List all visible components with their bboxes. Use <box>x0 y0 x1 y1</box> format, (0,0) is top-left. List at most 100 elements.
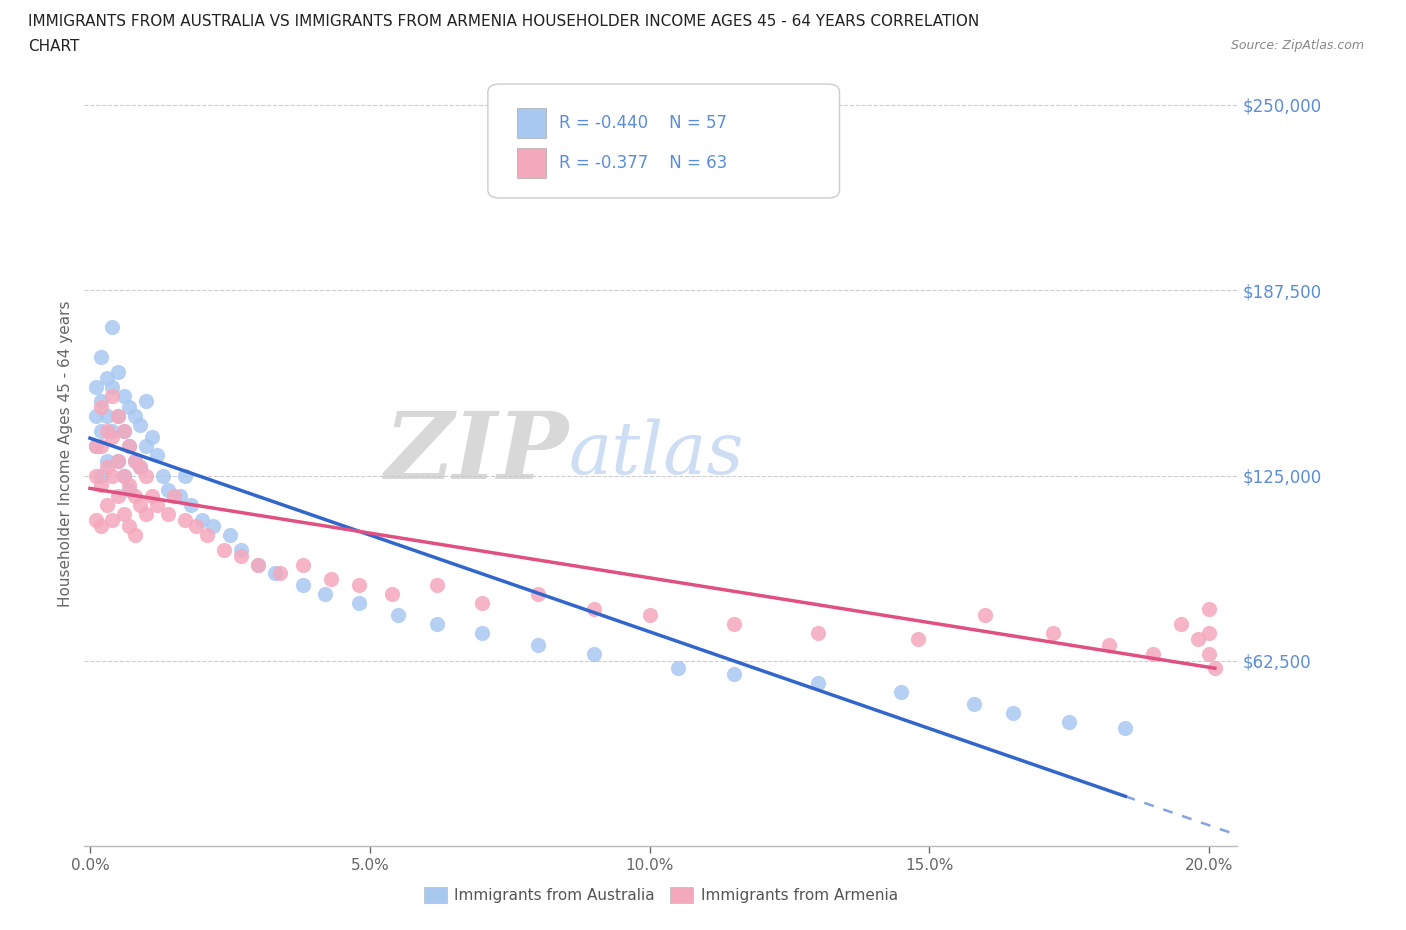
Point <box>101 320 124 335</box>
Point <box>1170 617 1192 631</box>
Point <box>90 468 112 483</box>
Point <box>84 468 107 483</box>
Point <box>107 365 129 379</box>
Point <box>963 697 986 711</box>
Point <box>157 507 180 522</box>
Point <box>426 578 449 592</box>
Point <box>124 527 146 542</box>
Point <box>1187 631 1209 646</box>
Point <box>638 607 661 622</box>
Point <box>96 409 118 424</box>
Y-axis label: Householder Income Ages 45 - 64 years: Householder Income Ages 45 - 64 years <box>58 300 73 606</box>
Point <box>347 578 370 592</box>
Point <box>129 498 152 512</box>
Point <box>314 587 336 602</box>
Point <box>246 557 269 572</box>
Point <box>1198 646 1220 661</box>
Legend: Immigrants from Australia, Immigrants from Armenia: Immigrants from Australia, Immigrants fr… <box>418 882 904 910</box>
Point <box>146 498 169 512</box>
Point <box>806 676 828 691</box>
Point <box>141 489 163 504</box>
Point <box>1142 646 1164 661</box>
Point <box>723 667 745 682</box>
Point <box>269 566 291 581</box>
Point <box>163 489 186 504</box>
Point <box>84 439 107 454</box>
Point <box>174 512 197 527</box>
Point <box>582 646 605 661</box>
Point <box>526 587 548 602</box>
Point <box>174 468 197 483</box>
Point <box>157 483 180 498</box>
Text: atlas: atlas <box>568 418 744 488</box>
Point <box>186 519 208 534</box>
Point <box>90 424 112 439</box>
Point <box>974 607 997 622</box>
Point <box>96 424 118 439</box>
Text: ZIP: ZIP <box>384 408 568 498</box>
Text: R = -0.377    N = 63: R = -0.377 N = 63 <box>560 153 728 172</box>
Point <box>202 519 225 534</box>
Point <box>101 430 124 445</box>
Point <box>1204 661 1226 676</box>
Point <box>152 468 174 483</box>
Point <box>112 424 135 439</box>
Point <box>112 468 135 483</box>
Point <box>526 637 548 652</box>
Text: Source: ZipAtlas.com: Source: ZipAtlas.com <box>1230 39 1364 52</box>
Point <box>1097 637 1119 652</box>
Point <box>107 453 129 468</box>
Point <box>112 388 135 403</box>
Point <box>197 527 219 542</box>
Point <box>124 489 146 504</box>
Point <box>84 379 107 394</box>
Point <box>347 596 370 611</box>
Point <box>806 625 828 640</box>
Point <box>84 512 107 527</box>
Point <box>96 453 118 468</box>
Point <box>1198 602 1220 617</box>
Point <box>129 459 152 474</box>
Point <box>90 394 112 409</box>
Point <box>229 542 252 557</box>
Point <box>471 625 494 640</box>
Point <box>218 527 240 542</box>
Point <box>84 439 107 454</box>
Point <box>146 447 169 462</box>
Point <box>118 400 141 415</box>
Point <box>118 439 141 454</box>
Point <box>666 661 689 676</box>
Point <box>112 468 135 483</box>
Point <box>107 409 129 424</box>
Point <box>118 483 141 498</box>
Point <box>96 498 118 512</box>
Point <box>90 477 112 492</box>
Point <box>291 578 314 592</box>
Point <box>381 587 404 602</box>
Point <box>135 439 157 454</box>
Text: R = -0.440    N = 57: R = -0.440 N = 57 <box>560 114 727 132</box>
Point <box>96 370 118 385</box>
Point <box>124 453 146 468</box>
Point <box>129 418 152 432</box>
Point <box>135 468 157 483</box>
Point <box>129 459 152 474</box>
Point <box>907 631 929 646</box>
Point <box>1114 720 1136 735</box>
Point <box>582 602 605 617</box>
Point <box>96 459 118 474</box>
Point <box>118 439 141 454</box>
Point <box>169 489 191 504</box>
Point <box>90 350 112 365</box>
Point <box>124 409 146 424</box>
Text: IMMIGRANTS FROM AUSTRALIA VS IMMIGRANTS FROM ARMENIA HOUSEHOLDER INCOME AGES 45 : IMMIGRANTS FROM AUSTRALIA VS IMMIGRANTS … <box>28 14 980 29</box>
Point <box>107 489 129 504</box>
Point <box>101 388 124 403</box>
Point <box>723 617 745 631</box>
Point <box>1042 625 1064 640</box>
Point <box>387 607 409 622</box>
Point <box>229 549 252 564</box>
Point <box>90 519 112 534</box>
Point <box>84 409 107 424</box>
Point <box>246 557 269 572</box>
